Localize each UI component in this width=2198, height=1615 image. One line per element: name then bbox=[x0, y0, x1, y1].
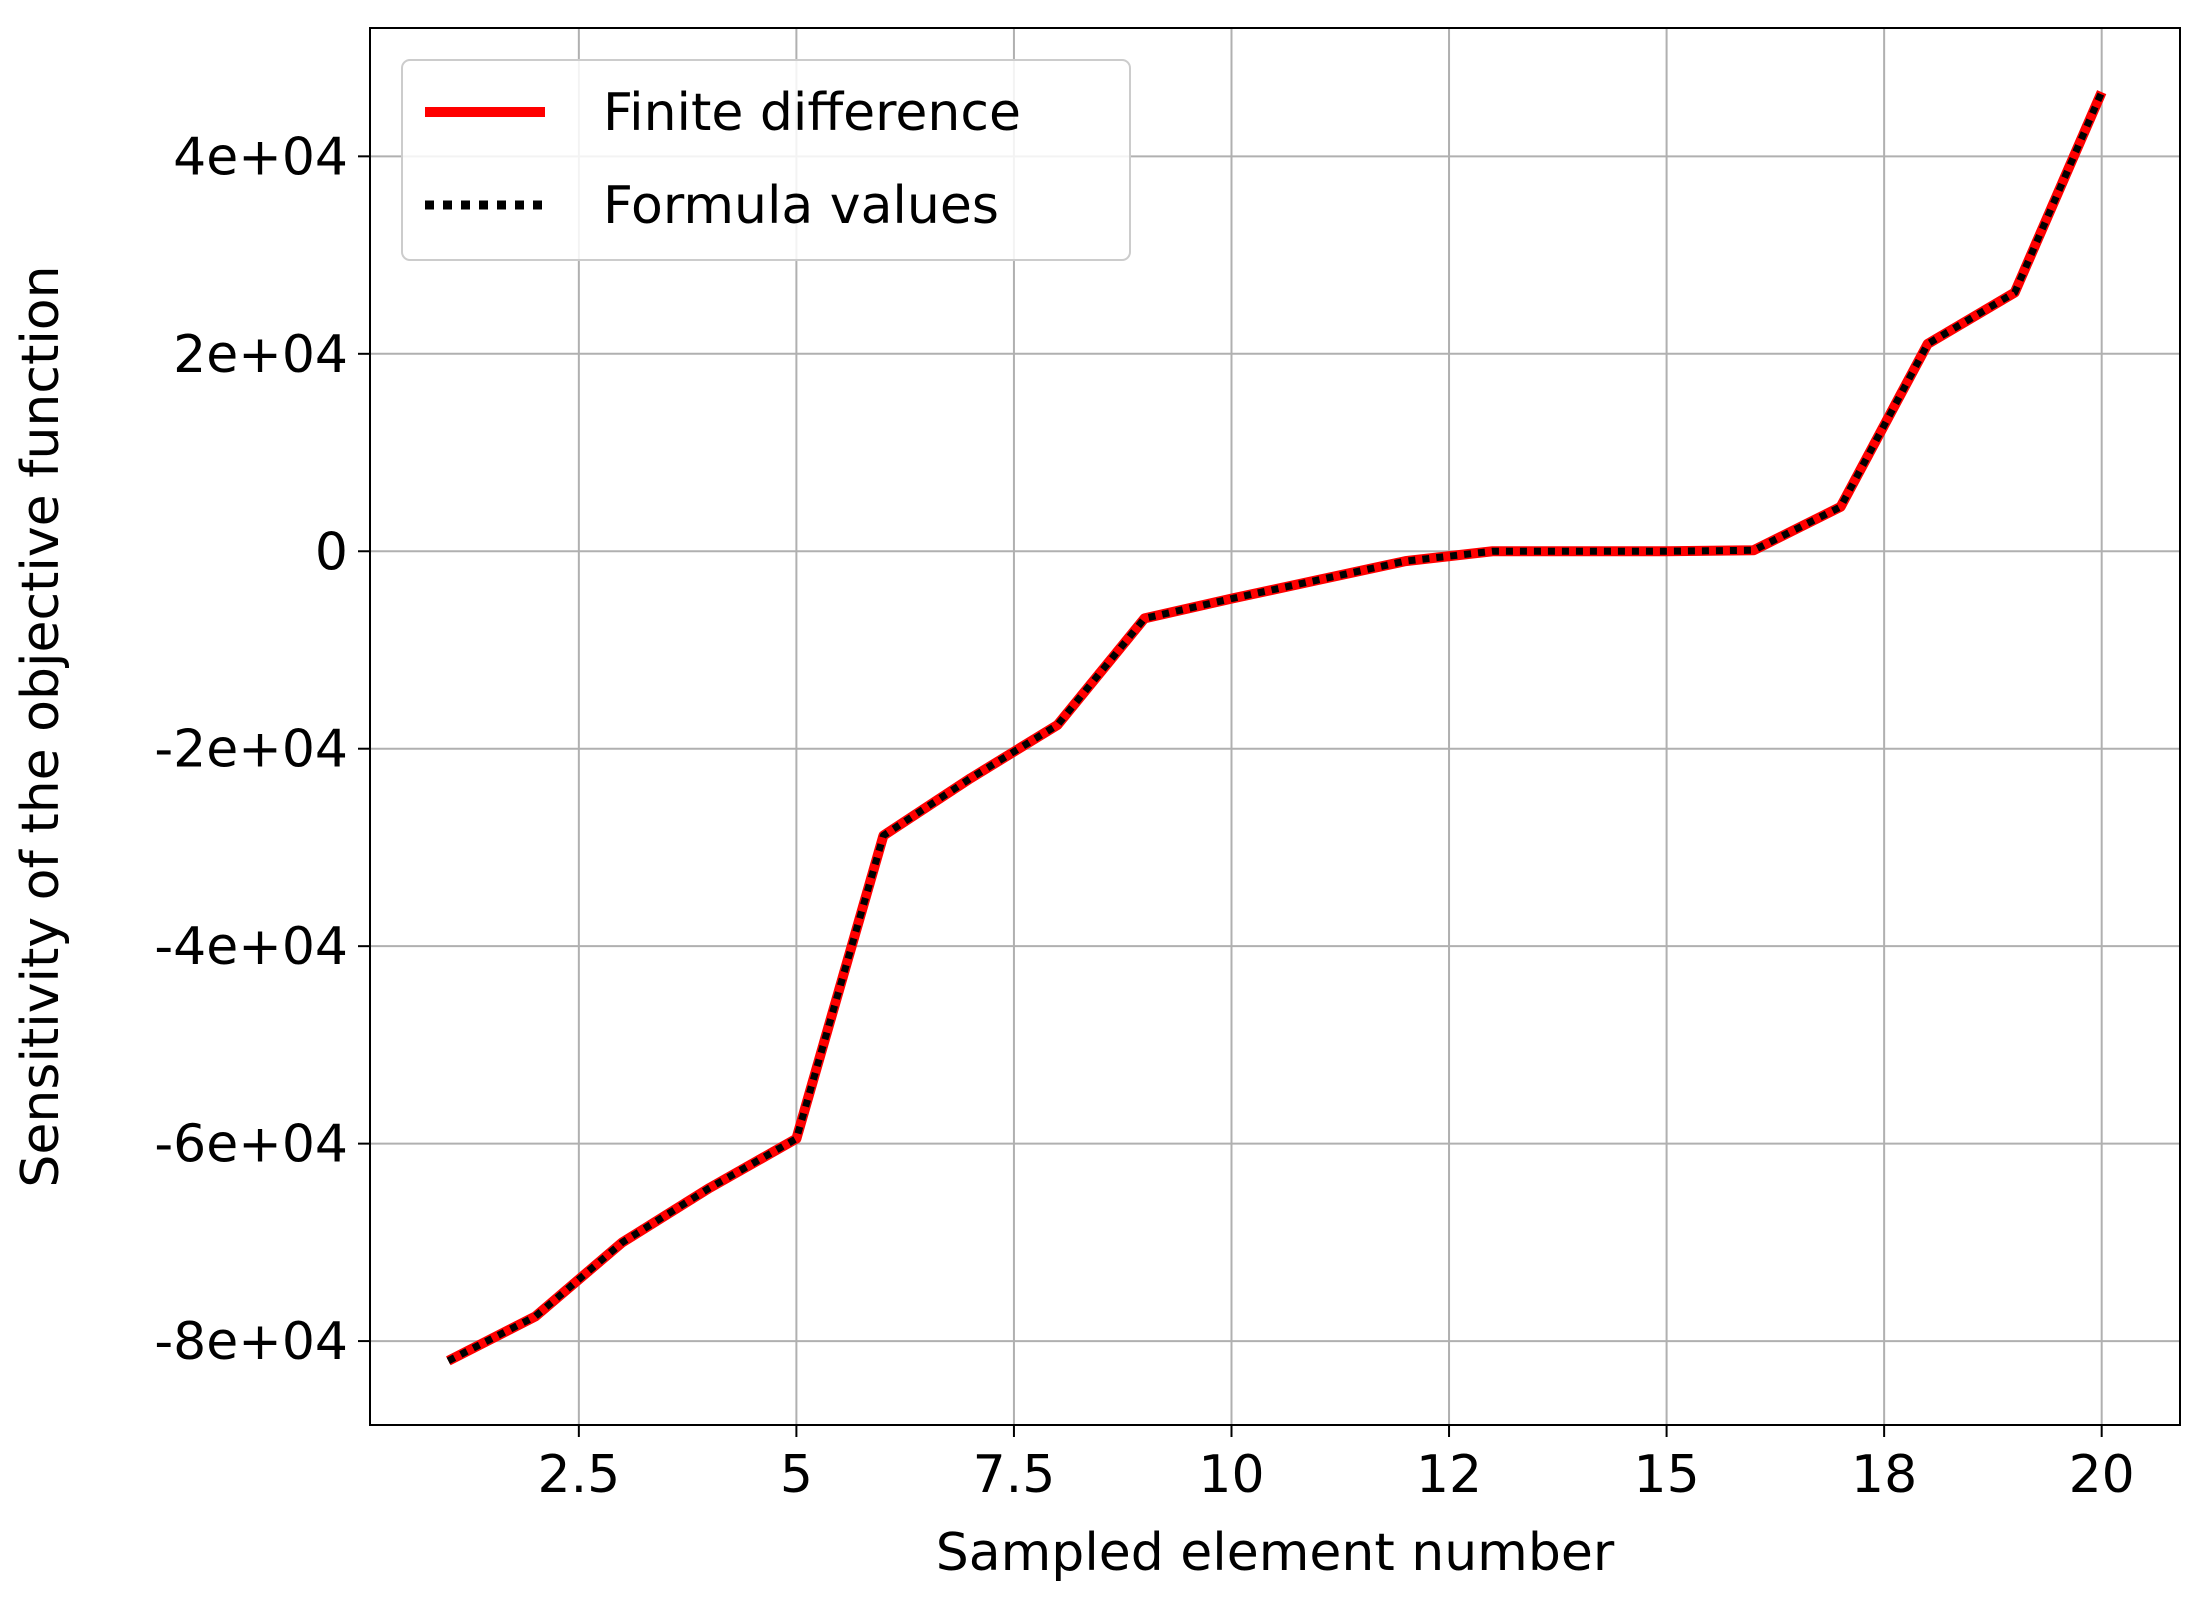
data-point bbox=[2014, 292, 2015, 293]
data-point bbox=[448, 1360, 449, 1361]
data-point bbox=[1057, 725, 1058, 726]
data-point bbox=[1579, 551, 1580, 552]
y-tick-label: 2e+04 bbox=[173, 325, 348, 385]
data-point bbox=[1144, 618, 1145, 619]
data-point bbox=[970, 778, 971, 779]
x-tick-label: 15 bbox=[1634, 1445, 1700, 1505]
legend-label-finite-difference: Finite difference bbox=[603, 83, 1021, 143]
y-tick-label: -4e+04 bbox=[154, 917, 348, 977]
x-axis-ticks: 2.5 5 7.5 10 12 15 18 20 bbox=[537, 1425, 2135, 1505]
y-tick-label: -6e+04 bbox=[154, 1115, 348, 1175]
x-tick-label: 7.5 bbox=[973, 1445, 1056, 1505]
y-tick-label: -2e+04 bbox=[154, 720, 348, 780]
data-point bbox=[1666, 551, 1667, 552]
data-point bbox=[622, 1242, 623, 1243]
legend: Finite difference Formula values bbox=[401, 59, 1131, 261]
data-point bbox=[1753, 550, 1754, 551]
x-axis-label: Sampled element number bbox=[936, 1523, 1615, 1583]
data-point bbox=[709, 1188, 710, 1189]
y-axis-label: Sensitivity of the objective function bbox=[11, 265, 71, 1187]
series-line-finite-difference bbox=[446, 90, 2107, 1366]
x-tick-label: 18 bbox=[1851, 1445, 1917, 1505]
data-point bbox=[2101, 92, 2102, 93]
x-tick-label: 12 bbox=[1416, 1445, 1482, 1505]
series-lines bbox=[446, 90, 2107, 1366]
data-point bbox=[535, 1316, 536, 1317]
data-point bbox=[796, 1138, 797, 1139]
legend-box bbox=[401, 59, 1131, 261]
y-tick-label: -8e+04 bbox=[154, 1312, 348, 1372]
data-point bbox=[1840, 506, 1841, 507]
plot-frame bbox=[369, 27, 2181, 1426]
data-point bbox=[1231, 598, 1232, 599]
data-point bbox=[1405, 561, 1406, 562]
data-point bbox=[883, 835, 884, 836]
data-point bbox=[1927, 343, 1928, 344]
series-line-formula-values bbox=[446, 90, 2105, 1364]
data-point bbox=[1318, 579, 1319, 580]
grid bbox=[370, 28, 2180, 1425]
y-tick-label: 0 bbox=[315, 522, 348, 582]
x-tick-label: 5 bbox=[780, 1445, 813, 1505]
x-tick-label: 20 bbox=[2069, 1445, 2135, 1505]
data-point bbox=[1492, 551, 1493, 552]
y-axis-ticks: 4e+04 2e+04 0 -2e+04 -4e+04 -6e+04 -8e+04 bbox=[154, 127, 370, 1372]
x-tick-label: 2.5 bbox=[537, 1445, 620, 1505]
legend-label-formula-values: Formula values bbox=[603, 176, 999, 236]
x-tick-label: 10 bbox=[1198, 1445, 1264, 1505]
y-tick-label: 4e+04 bbox=[173, 127, 348, 187]
